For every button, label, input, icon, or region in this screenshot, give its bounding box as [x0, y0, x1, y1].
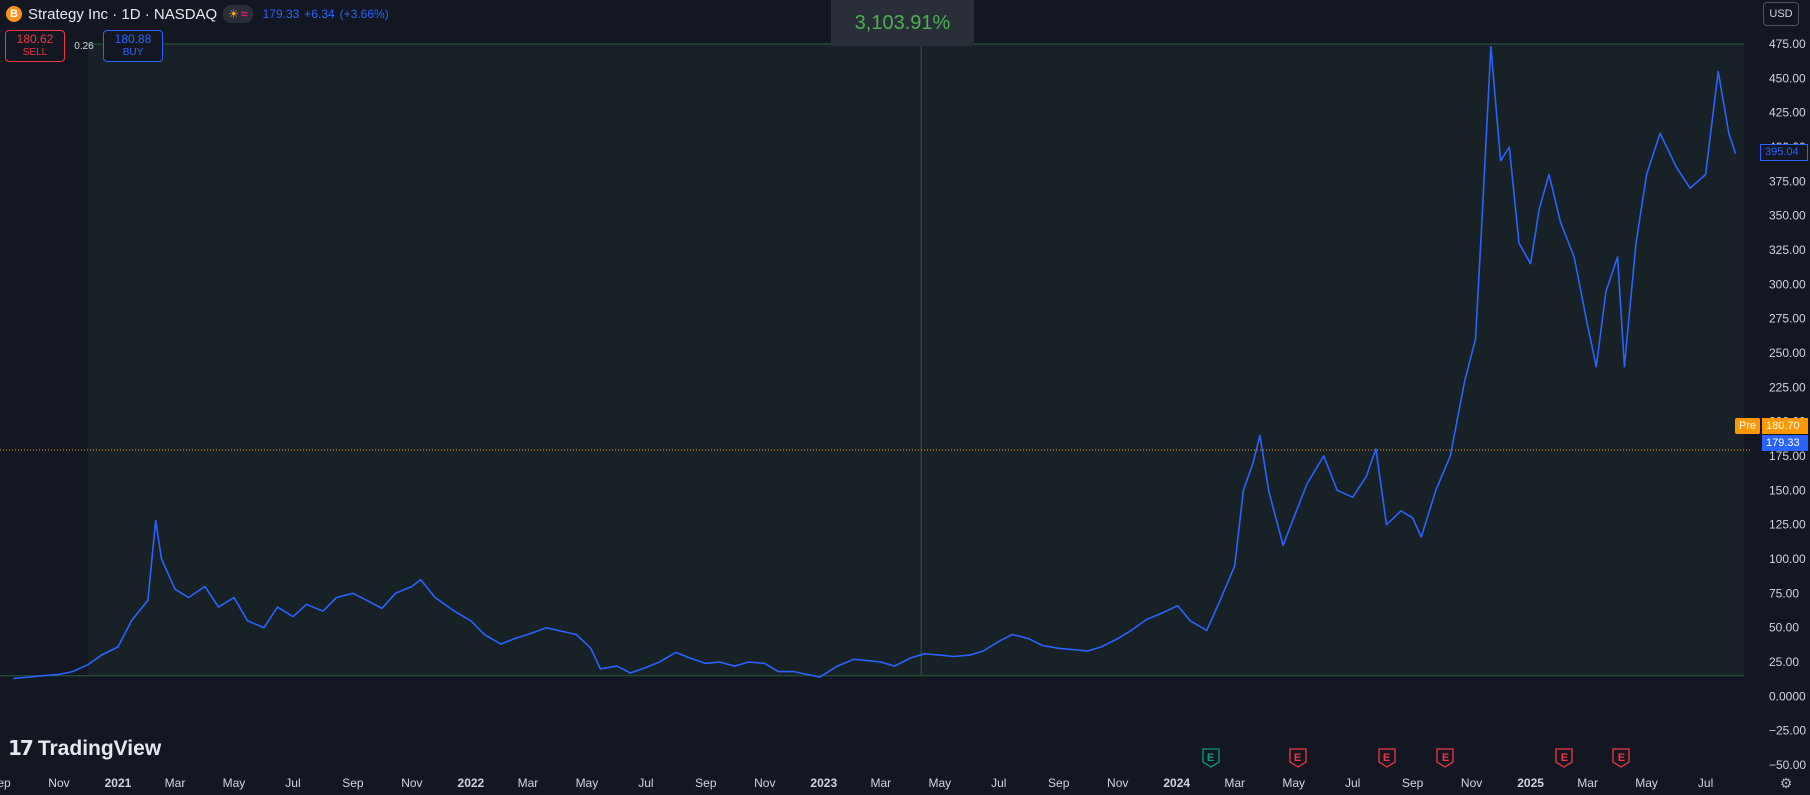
- earnings-event-marker[interactable]: E: [1436, 748, 1455, 768]
- last-price: 179.33: [262, 7, 300, 21]
- price-axis-tick-label: 250.00: [1769, 346, 1806, 360]
- change-percent: (+3.66%): [339, 7, 389, 21]
- time-axis-tick-label: Mar: [518, 776, 539, 790]
- price-axis-tick-label: 0.0000: [1769, 689, 1806, 703]
- event-letter: E: [1441, 752, 1450, 764]
- settings-icon[interactable]: ⚙: [1779, 774, 1793, 791]
- time-axis-tick-label: 2024: [1163, 776, 1190, 790]
- time-axis-tick-label: Sep: [342, 776, 364, 790]
- header-prices: 179.33 +6.34 (+3.66%): [263, 7, 389, 21]
- series-price-tag: 395.04: [1760, 144, 1808, 161]
- event-letter: E: [1206, 752, 1215, 764]
- price-axis-tick-label: 425.00: [1769, 106, 1806, 120]
- time-axis-tick-label: May: [1282, 776, 1305, 790]
- time-axis-tick-label: 2025: [1517, 776, 1544, 790]
- time-axis-tick-label: Mar: [1577, 776, 1598, 790]
- price-series-line: [13, 45, 1737, 680]
- bitcoin-logo-icon[interactable]: B: [6, 6, 22, 22]
- time-axis-tick-label: Nov: [48, 776, 69, 790]
- price-axis-tick-label: 475.00: [1769, 37, 1806, 51]
- time-axis-tick-label: May: [928, 776, 951, 790]
- sell-button[interactable]: 180.62 SELL: [5, 30, 65, 62]
- earnings-event-marker[interactable]: E: [1201, 748, 1220, 768]
- premarket-label-tag: Pre: [1735, 418, 1761, 434]
- wave-icon: ≈: [241, 7, 248, 21]
- time-axis-tick-label: Nov: [754, 776, 775, 790]
- sun-icon: ☀: [228, 7, 239, 21]
- time-axis-tick-label: Nov: [1461, 776, 1482, 790]
- price-axis-tick-label: 100.00: [1769, 552, 1806, 566]
- spread-value: 0.26: [74, 40, 94, 52]
- tradingview-wordmark: TradingView: [37, 736, 162, 760]
- time-axis-tick-label: Mar: [1224, 776, 1245, 790]
- price-axis-tick-label: 75.00: [1769, 586, 1799, 600]
- symbol-header: B Strategy Inc · 1D · NASDAQ ☀ ≈ 179.33 …: [6, 4, 389, 24]
- buy-button[interactable]: 180.88 BUY: [103, 30, 163, 62]
- price-axis-tick-label: 150.00: [1769, 483, 1806, 497]
- tradingview-logo[interactable]: 𝟭𝟳 TradingView: [8, 736, 161, 761]
- event-letter: E: [1382, 752, 1391, 764]
- price-axis-tick-label: 350.00: [1769, 209, 1806, 223]
- price-axis-tick-label: 275.00: [1769, 312, 1806, 326]
- time-axis-tick-label: Sep: [1048, 776, 1070, 790]
- earnings-event-marker[interactable]: E: [1555, 748, 1574, 768]
- symbol-title[interactable]: Strategy Inc · 1D · NASDAQ: [28, 5, 218, 23]
- buy-price: 180.88: [114, 32, 152, 46]
- price-axis-tick-label: −50.00: [1769, 758, 1806, 772]
- price-axis-tick-label: 25.00: [1769, 655, 1799, 669]
- measure-percent-label: 3,103.91%: [831, 0, 974, 46]
- time-axis-tick-label: Jul: [1345, 776, 1360, 790]
- time-axis-tick-label: Jul: [991, 776, 1006, 790]
- event-letter: E: [1617, 752, 1626, 764]
- price-axis-tick-label: 325.00: [1769, 243, 1806, 257]
- price-axis-tick-label: 175.00: [1769, 449, 1806, 463]
- time-axis-tick-label: May: [1635, 776, 1658, 790]
- event-letter: E: [1560, 752, 1569, 764]
- time-axis-tick-label: 2021: [105, 776, 132, 790]
- time-axis-tick-label: Mar: [165, 776, 186, 790]
- time-axis-tick-label: Mar: [870, 776, 891, 790]
- time-axis-tick-label: Sep: [695, 776, 717, 790]
- market-status-badge[interactable]: ☀ ≈: [223, 5, 253, 23]
- last-price-tag: 179.33: [1762, 435, 1808, 451]
- time-axis-tick-label: Sep: [0, 776, 11, 790]
- price-axis-tick-label: 375.00: [1769, 174, 1806, 188]
- time-axis-tick-label: Jul: [1698, 776, 1713, 790]
- time-axis-tick-label: 2022: [458, 776, 485, 790]
- measure-range-box: [87, 44, 1745, 676]
- time-axis-tick-label: Sep: [1402, 776, 1424, 790]
- tradingview-mark-icon: 𝟭𝟳: [8, 738, 34, 760]
- change-absolute: +6.34: [304, 7, 335, 21]
- time-axis[interactable]: Sep Nov 2021 Mar May Jul Sep Nov 2022 Mar May Jul Se…: [0, 776, 1713, 790]
- time-axis-tick-label: 2023: [810, 776, 837, 790]
- price-axis-tick-label: 225.00: [1769, 380, 1806, 394]
- price-axis-tick-label: 300.00: [1769, 277, 1806, 291]
- sell-label: SELL: [22, 47, 48, 58]
- earnings-event-marker[interactable]: E: [1612, 748, 1631, 768]
- sell-price: 180.62: [16, 32, 54, 46]
- premarket-price-tag: 180.70: [1762, 418, 1808, 434]
- time-axis-tick-label: Jul: [638, 776, 653, 790]
- currency-selector[interactable]: USD: [1763, 2, 1799, 26]
- earnings-event-marker[interactable]: E: [1288, 748, 1307, 768]
- price-axis-tick-label: −25.00: [1769, 724, 1806, 738]
- price-axis-tick-label: 450.00: [1769, 71, 1806, 85]
- time-axis-tick-label: Jul: [285, 776, 300, 790]
- buy-label: BUY: [122, 47, 144, 58]
- time-axis-tick-label: Nov: [401, 776, 422, 790]
- time-axis-tick-label: Nov: [1107, 776, 1128, 790]
- time-axis-tick-label: May: [576, 776, 599, 790]
- time-axis-tick-label: May: [223, 776, 246, 790]
- earnings-event-marker[interactable]: E: [1377, 748, 1396, 768]
- trade-panel: 180.62 SELL 0.26 180.88 BUY: [5, 30, 163, 62]
- price-axis-tick-label: 50.00: [1769, 621, 1799, 635]
- price-axis-tick-label: 125.00: [1769, 518, 1806, 532]
- event-letter: E: [1293, 752, 1302, 764]
